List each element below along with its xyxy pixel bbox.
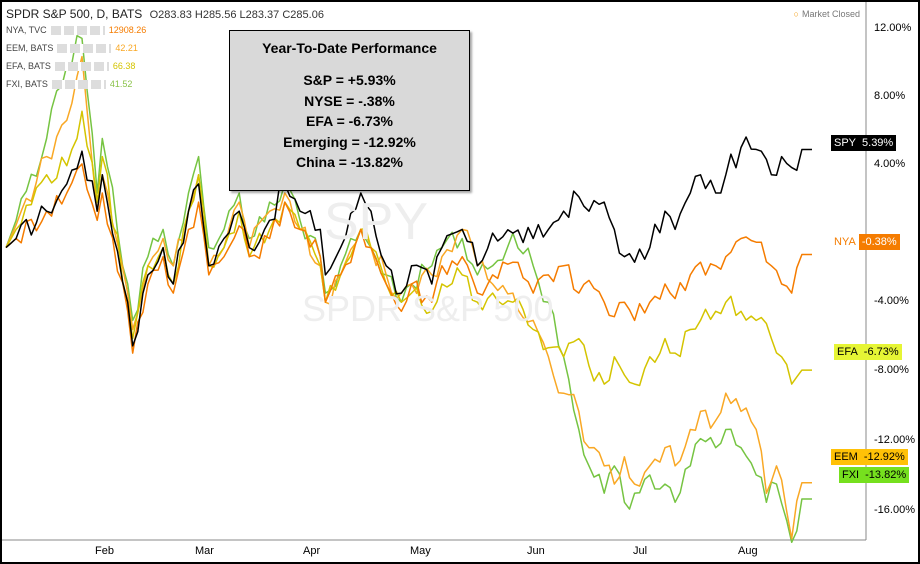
series-tag-value: -6.73%: [860, 344, 902, 360]
x-tick-label: Jul: [633, 545, 648, 557]
series-tag-fxi: FXI -13.82%: [839, 467, 910, 483]
legend-value: 41.52: [109, 79, 133, 89]
x-tick-label: May: [410, 545, 431, 557]
symbol-title[interactable]: SPDR S&P 500, D, BATS: [6, 7, 143, 21]
ytd-line-nyse: NYSE = -.38%: [304, 92, 395, 109]
legend-value: 42.21: [115, 43, 138, 53]
x-tick-label: Mar: [195, 545, 214, 557]
legend-item-efa[interactable]: EFA, BATS 66.38: [6, 61, 136, 72]
series-tag-value: -13.82%: [862, 467, 910, 483]
series-tag-name: FXI: [839, 467, 863, 483]
y-tick-label: 12.00%: [874, 22, 912, 34]
legend-label: EEM, BATS: [6, 43, 54, 53]
series-line-efa: [5, 110, 812, 387]
legend-controls-icon[interactable]: [54, 62, 109, 72]
legend-label: NYA, TVC: [6, 25, 47, 35]
y-tick-label: -16.00%: [874, 504, 915, 516]
ytd-line-efa: EFA = -6.73%: [305, 113, 394, 129]
series-tag-value: 5.39%: [859, 135, 897, 151]
legend-controls-icon[interactable]: [50, 26, 105, 36]
market-status: ○ Market Closed: [794, 9, 860, 19]
series-tag-nya: NYA -0.38%: [831, 234, 900, 250]
legend-value: 66.38: [112, 61, 136, 71]
x-tick-label: Apr: [303, 545, 321, 557]
symbol-header: SPDR S&P 500, D, BATS O283.83 H285.56 L2…: [6, 7, 324, 21]
series-tag-eem: EEM -12.92%: [831, 449, 908, 465]
series-line-spy: [5, 136, 812, 347]
legend-value: 12908.26: [108, 25, 147, 35]
series-tag-name: EEM: [831, 449, 861, 465]
series-tag-value: -0.38%: [858, 234, 900, 250]
x-tick-label: Aug: [738, 545, 758, 557]
ytd-line-sp: S&P = +5.93%: [303, 72, 396, 88]
y-tick-label: -12.00%: [874, 434, 915, 446]
ohlc-values: O283.83 H285.56 L283.37 C285.06: [149, 9, 324, 21]
x-tick-label: Feb: [95, 545, 114, 557]
series-tag-name: EFA: [834, 344, 861, 360]
series-tag-efa: EFA -6.73%: [834, 344, 902, 360]
ytd-title: Year-To-Date Performance: [262, 40, 437, 56]
series-tag-name: SPY: [831, 135, 860, 151]
series-tag-spy: SPY 5.39%: [831, 135, 897, 151]
legend-item-nya[interactable]: NYA, TVC 12908.26: [6, 25, 147, 36]
legend-controls-icon[interactable]: [51, 80, 106, 90]
status-dot-icon: ○: [793, 9, 799, 19]
series-tag-name: NYA: [831, 234, 859, 250]
legend-label: FXI, BATS: [6, 79, 48, 89]
y-tick-label: -4.00%: [874, 295, 909, 307]
legend-controls-icon[interactable]: [57, 44, 112, 54]
series-tag-value: -12.92%: [860, 449, 908, 465]
y-tick-label: -8.00%: [874, 364, 909, 376]
ytd-performance-box: Year-To-Date Performance S&P = +5.93% NY…: [229, 30, 470, 191]
legend-item-eem[interactable]: EEM, BATS 42.21: [6, 43, 138, 54]
legend-label: EFA, BATS: [6, 61, 51, 71]
ytd-line-emerging: Emerging = -12.92%: [283, 133, 416, 150]
y-tick-label: 4.00%: [874, 158, 906, 170]
ytd-line-china: China = -13.82%: [296, 154, 403, 170]
x-tick-label: Jun: [527, 545, 545, 557]
market-status-label: Market Closed: [801, 9, 860, 19]
y-tick-label: 8.00%: [874, 90, 906, 102]
legend-item-fxi[interactable]: FXI, BATS 41.52: [6, 79, 133, 90]
